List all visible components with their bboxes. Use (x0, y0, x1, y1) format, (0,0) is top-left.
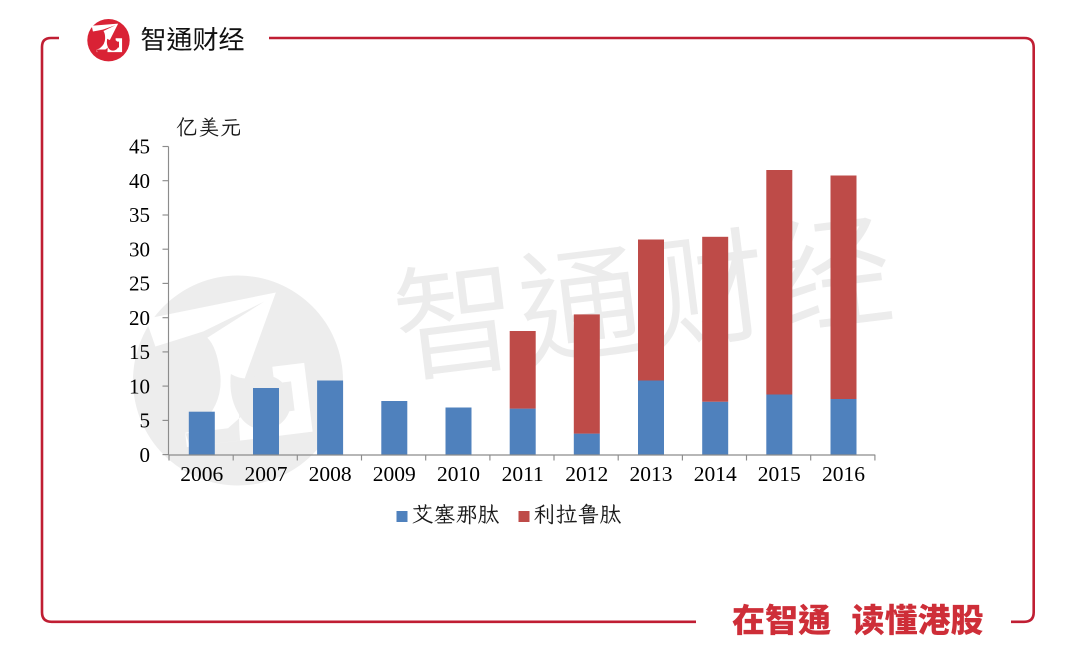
svg-text:35: 35 (129, 203, 150, 227)
svg-text:20: 20 (129, 306, 150, 330)
svg-text:2008: 2008 (309, 462, 352, 486)
svg-text:2014: 2014 (694, 462, 737, 486)
svg-text:2006: 2006 (180, 462, 223, 486)
svg-text:2011: 2011 (502, 462, 544, 486)
svg-text:45: 45 (129, 135, 150, 159)
svg-text:40: 40 (129, 169, 150, 193)
svg-text:2010: 2010 (437, 462, 480, 486)
svg-text:25: 25 (129, 272, 150, 296)
svg-text:10: 10 (129, 374, 150, 398)
svg-text:2015: 2015 (758, 462, 801, 486)
svg-text:2007: 2007 (245, 462, 288, 486)
svg-text:2009: 2009 (373, 462, 416, 486)
svg-text:2013: 2013 (630, 462, 673, 486)
svg-text:5: 5 (140, 409, 151, 433)
svg-text:0: 0 (140, 443, 151, 467)
svg-text:2012: 2012 (565, 462, 608, 486)
svg-text:30: 30 (129, 237, 150, 261)
svg-text:15: 15 (129, 340, 150, 364)
svg-text:2016: 2016 (822, 462, 865, 486)
